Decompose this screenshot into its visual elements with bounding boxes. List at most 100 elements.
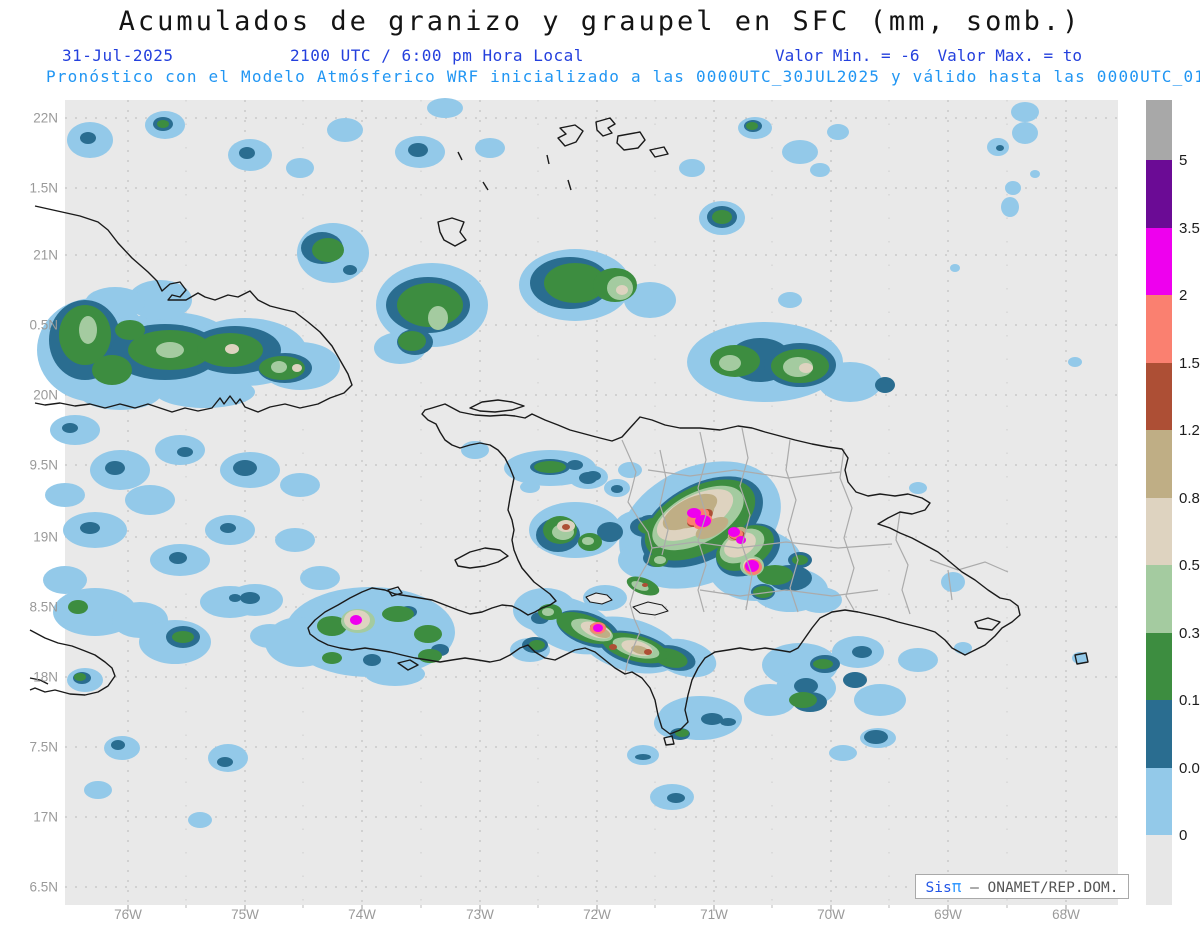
precip-patch [1068, 357, 1082, 367]
precip-patch [80, 132, 96, 144]
island-caicos-east [616, 131, 646, 151]
precip-patch [667, 793, 685, 803]
precip-patch [579, 472, 597, 484]
colorbar-label: 0.3 [1179, 625, 1200, 642]
precip-patch [996, 145, 1004, 151]
precip-patch [875, 377, 895, 393]
precip-patch [157, 120, 169, 128]
colorbar-label: 0.1 [1179, 692, 1200, 709]
precip-patch [542, 608, 554, 616]
y-tick-label: 9.5N [29, 458, 58, 473]
precip-patch [220, 523, 236, 533]
precip-patch [642, 583, 648, 587]
y-tick-label: 1.5N [29, 181, 58, 196]
colorbar-segment [1146, 565, 1172, 633]
y-tick-label: 18N [33, 670, 58, 685]
province-line [785, 439, 799, 613]
precip-patch [188, 812, 212, 828]
colorbar-label: 3.5 [1179, 220, 1200, 237]
admin-borders [621, 427, 1009, 675]
precip-patch [582, 537, 594, 545]
island-beata [663, 735, 675, 746]
precip-patch [562, 524, 570, 530]
attribution-text: – ONAMET/REP.DOM. [961, 880, 1119, 896]
precip-patch [829, 745, 857, 761]
precip-patch [720, 718, 736, 726]
precip-patch [789, 692, 817, 708]
precip-patch [675, 729, 689, 737]
pi-symbol: π [951, 877, 962, 896]
precip-patch [115, 320, 145, 340]
province-line [947, 569, 953, 601]
x-tick-label: 69W [934, 907, 962, 922]
y-tick-label: 19N [33, 530, 58, 545]
precip-patch [746, 122, 758, 130]
precip-patch [92, 355, 132, 385]
province-line [697, 431, 707, 613]
y-tick-label: 7.5N [29, 740, 58, 755]
precip-patch [78, 374, 162, 410]
precip-patch [567, 460, 583, 470]
precip-patch [1001, 197, 1019, 217]
precip-patch [792, 555, 808, 565]
lake-saumatre [585, 592, 613, 605]
precip-patch [635, 754, 651, 760]
precip-patch [854, 684, 906, 716]
precip-patch [156, 342, 184, 358]
precip-patch [322, 652, 342, 664]
precip-patch [43, 566, 87, 594]
precip-patch [778, 292, 802, 308]
x-tick-label: 72W [583, 907, 611, 922]
value-min-max: Valor Min. = -6 Valor Max. = to [775, 46, 1082, 66]
map-background [65, 100, 1118, 905]
colorbar-label: 0 [1179, 827, 1187, 844]
islet-mark [482, 181, 489, 191]
coast-jamaica [29, 629, 116, 696]
precip-patch [810, 163, 830, 177]
border-haiti-dr [621, 439, 653, 675]
province-line [929, 559, 1009, 573]
precip-patch [611, 485, 623, 493]
precip-patch [794, 678, 818, 694]
y-tick-label: 21N [33, 248, 58, 263]
coast-cuba [34, 205, 353, 413]
precip-patch [719, 355, 741, 371]
axis-labels: 76W 75W 74W 73W 72W 71W 70W 69W 68W 22N 1.5N 21N 0.5… [29, 111, 1080, 923]
province-line [659, 449, 669, 556]
precip-patch [217, 757, 233, 767]
precip-patch [898, 648, 938, 672]
precip-patch [79, 316, 97, 344]
precip-patch [609, 644, 617, 650]
island-cayemites [387, 586, 403, 597]
x-tick-label: 74W [348, 907, 376, 922]
province-line [739, 427, 753, 611]
precip-patch [317, 616, 347, 636]
precip-patch [950, 264, 960, 272]
x-tick-label: 73W [466, 907, 494, 922]
precip-patch [62, 423, 78, 433]
precip-patch [1012, 122, 1038, 144]
precip-patch [275, 528, 315, 552]
precip-patch [350, 615, 362, 625]
precip-patch [679, 159, 705, 177]
precip-patch [695, 516, 729, 540]
province-line [895, 511, 911, 615]
colorbar-label: 2 [1179, 287, 1187, 304]
precip-patch [239, 147, 255, 159]
precip-patch [827, 124, 849, 140]
precip-patch [365, 662, 425, 686]
precip-patch [327, 118, 363, 142]
colorbar-segment [1146, 228, 1172, 295]
island-mayaguana [557, 124, 584, 147]
precip-patch [363, 654, 381, 666]
precip-patch [941, 572, 965, 592]
lake-enriquillo [632, 601, 669, 616]
precip-patch [169, 552, 187, 564]
y-tick-label: 8.5N [29, 600, 58, 615]
precip-patch [813, 659, 833, 669]
y-tick-label: 22N [33, 111, 58, 126]
colorbar-segment [1146, 100, 1172, 160]
colorbar-segment [1146, 768, 1172, 835]
model-run-info: Pronóstico con el Modelo Atmósferico WRF… [46, 67, 1200, 86]
precip-patch [271, 361, 287, 373]
